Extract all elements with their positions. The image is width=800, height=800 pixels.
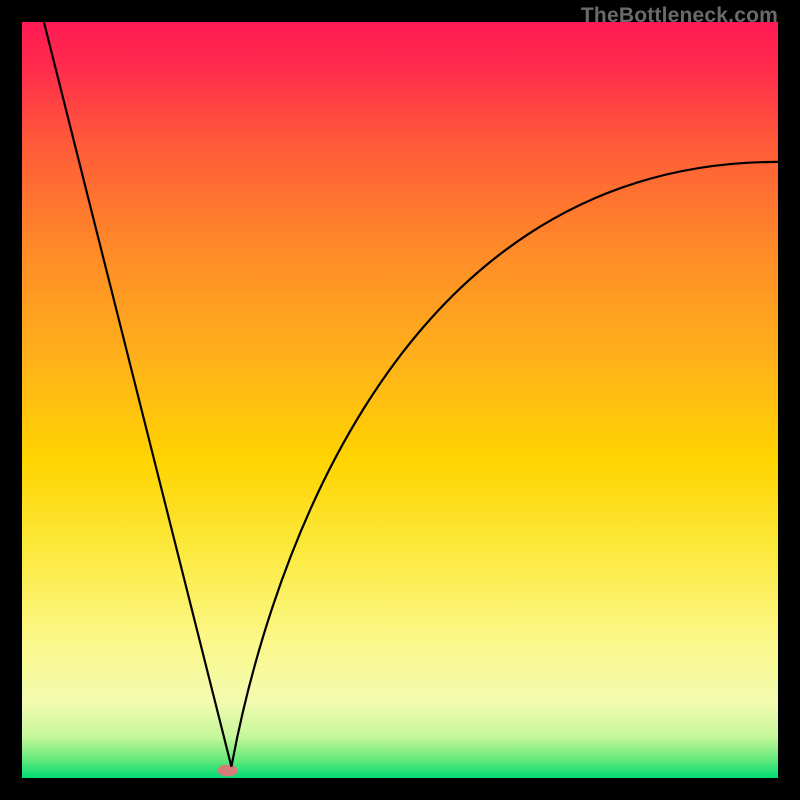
watermark-text: TheBottleneck.com — [581, 4, 778, 28]
chart-frame: TheBottleneck.com — [0, 0, 800, 800]
gradient-background — [22, 22, 778, 778]
bottleneck-curve-chart — [22, 22, 778, 778]
vertex-marker — [218, 764, 238, 776]
plot-area — [22, 22, 778, 778]
